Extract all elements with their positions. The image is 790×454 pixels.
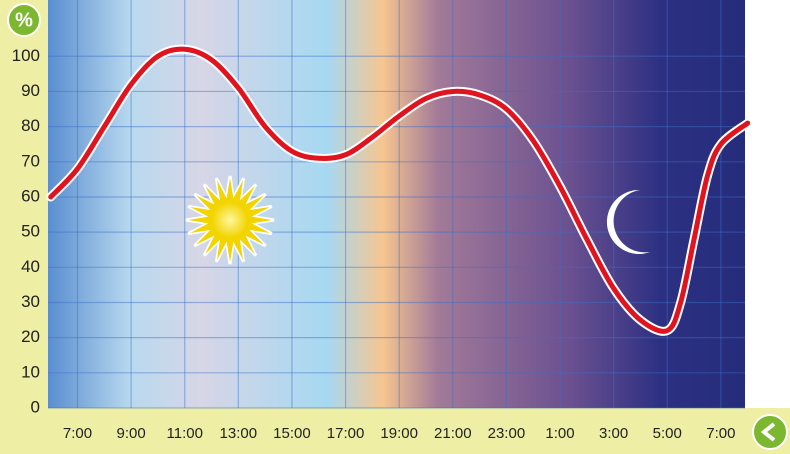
- x-tick-label: 21:00: [434, 425, 472, 442]
- y-tick-label: 80: [21, 116, 40, 135]
- clock-icon: [752, 414, 788, 450]
- line: [48, 46, 751, 334]
- sun-icon: [185, 175, 275, 265]
- y-tick-label: 60: [21, 186, 40, 205]
- x-tick-label: 3:00: [599, 425, 628, 442]
- grid: [48, 0, 745, 409]
- x-tick-label: 17:00: [327, 425, 365, 442]
- y-tick-label: 30: [21, 292, 40, 311]
- x-tick-label: 15:00: [273, 425, 311, 442]
- clock-hand: [760, 422, 776, 442]
- plot: [46, 44, 753, 336]
- x-tick-label: 11:00: [167, 425, 203, 442]
- y-tick-label: 40: [21, 257, 40, 276]
- x-tick-label: 5:00: [653, 425, 682, 442]
- y-axis-label: %: [15, 9, 33, 31]
- clock-face: [752, 414, 788, 450]
- y-tick-label: 70: [21, 151, 40, 170]
- x-tick-label: 7:00: [63, 425, 92, 442]
- sun-disk: [212, 202, 248, 238]
- x-tick-label: 13:00: [220, 425, 258, 442]
- x-tick-label: 9:00: [117, 425, 146, 442]
- x-tick-label: 7:00: [706, 425, 735, 442]
- y-tick-label: 90: [21, 81, 40, 100]
- y-tick-label: 0: [31, 397, 40, 416]
- y-tick-label: 10: [21, 362, 40, 381]
- x-tick-label: 23:00: [488, 425, 526, 442]
- y-tick-label: 20: [21, 327, 40, 346]
- moon-icon: [606, 189, 650, 254]
- x-tick-label: 19:00: [380, 425, 418, 442]
- bottom-band: [0, 408, 790, 454]
- left-band: [0, 0, 48, 454]
- y-tick-label: 50: [21, 222, 40, 241]
- x-tick-label: 1:00: [545, 425, 574, 442]
- y-tick-label: 100: [12, 46, 40, 65]
- plot-background: [48, 0, 745, 408]
- percent-badge: [7, 3, 41, 37]
- decorations: [185, 175, 650, 265]
